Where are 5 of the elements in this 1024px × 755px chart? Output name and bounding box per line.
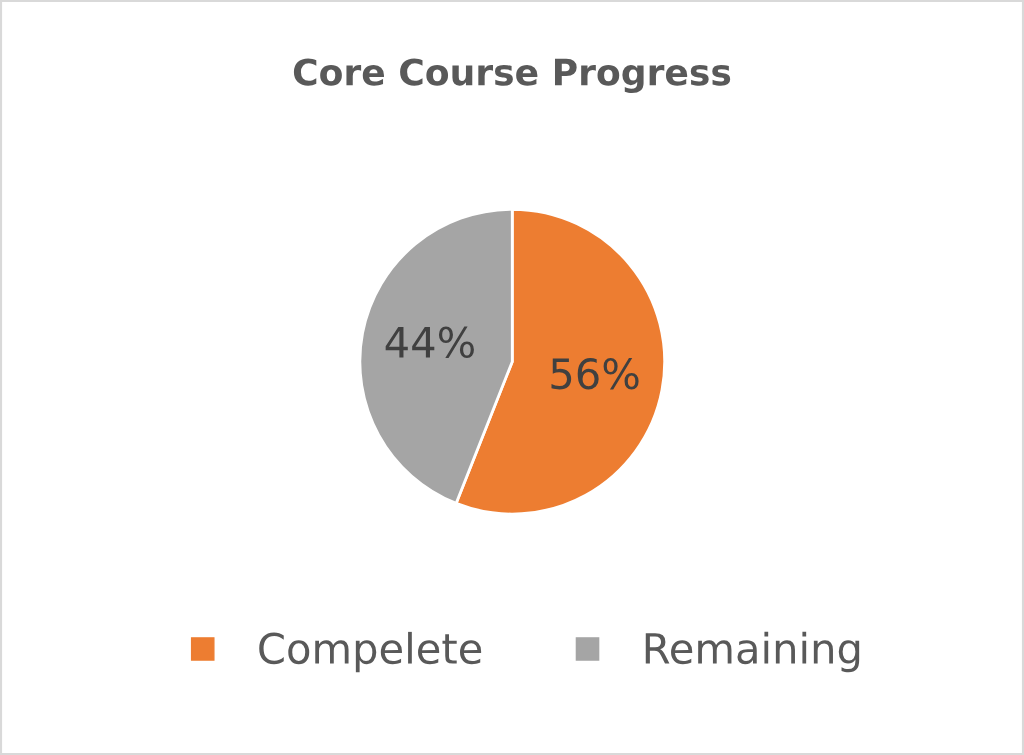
chart-title: Core Course Progress <box>293 58 731 93</box>
data-label: 44% <box>385 326 474 359</box>
legend-label: Remaining <box>645 631 860 673</box>
data-label: 56% <box>551 357 639 390</box>
legend-label: Compelete <box>259 631 482 673</box>
